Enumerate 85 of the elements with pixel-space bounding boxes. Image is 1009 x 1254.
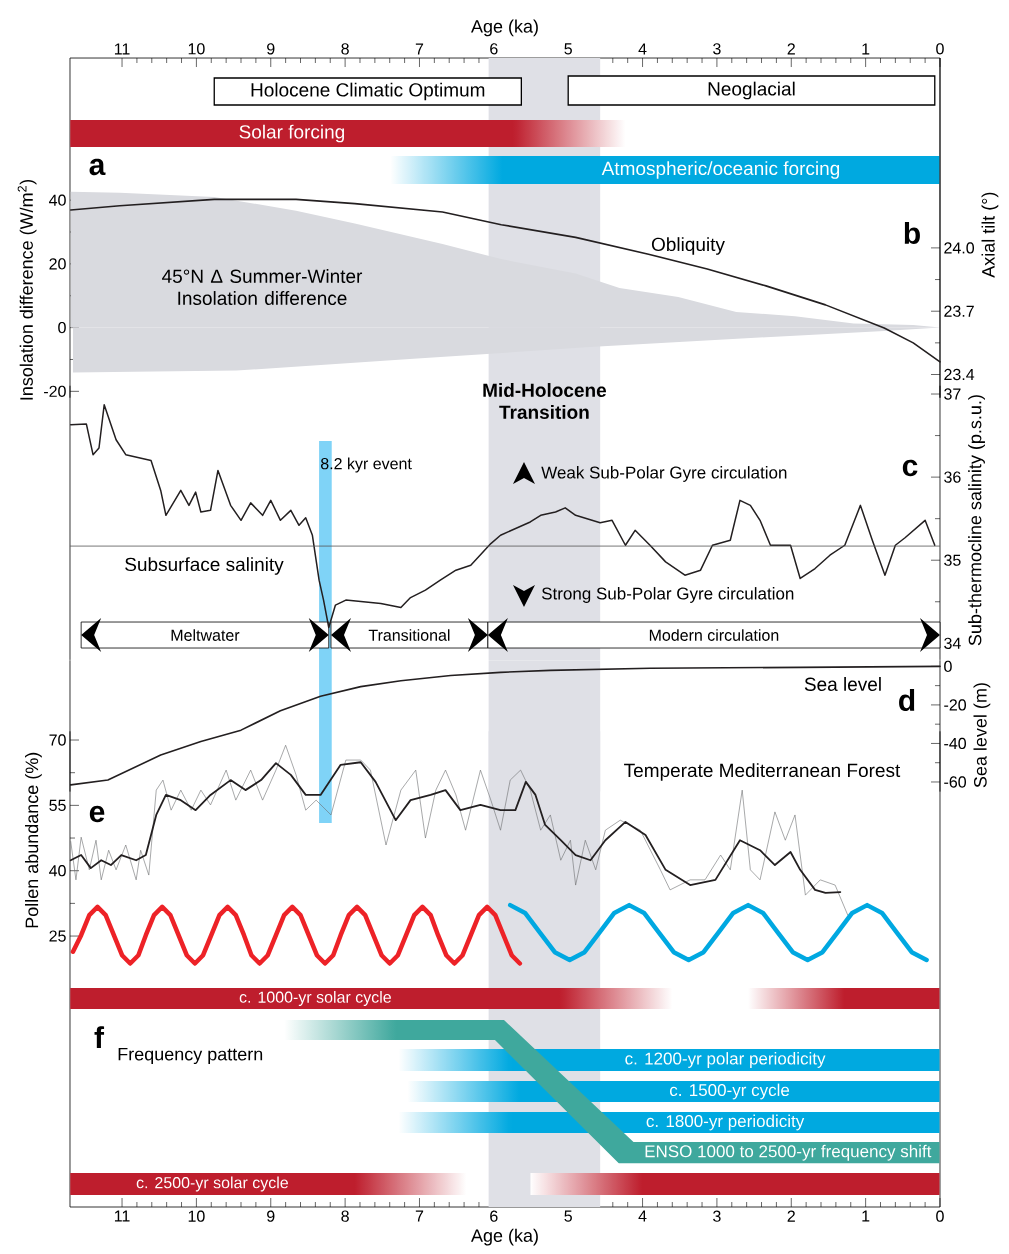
y-tick-label: 25 [49,930,66,942]
line-series [507,902,929,963]
band-label: c. 2500-yr solar cycle [136,1176,288,1192]
annotation: d [899,689,915,712]
x-axis-title: Age (ka) [471,19,538,37]
y-tick-label: -20 [944,699,967,711]
band-label: Modern circulation [649,629,779,641]
series-label: Subsurface salinity [125,557,284,575]
y-tick-label: 37 [944,388,961,400]
y-tick-label: 0 [944,660,952,673]
y-axis-title: Sub-thermocline salinity (p.s.u.) [968,395,985,646]
band-label: Atmospheric/oceanic forcing [601,161,840,179]
band-label: 8.2 kyr event [320,457,412,473]
band-label: c. 1200-yr polar periodicity [625,1052,826,1068]
x-tick-label: 4 [638,43,647,55]
y2-tick-label: 23.7 [944,305,974,317]
x-tick-label: 9 [267,43,275,55]
y-tick-label: 34 [944,637,961,649]
band-label: ENSO 1000 to 2500-yr frequency shift [645,1144,932,1161]
series-label: Sea level [804,677,881,691]
y-tick-label: 40 [49,194,66,206]
annotation: a [89,158,106,176]
annotation: c [902,459,918,477]
y-tick-label: 36 [944,471,961,483]
series-label: 45°N Δ Summer-Winter Insolation difference [162,269,363,305]
y2-tick-label: 23.4 [944,368,975,381]
x-tick-label: 7 [415,43,424,55]
x-tick-label: 11 [114,1210,130,1222]
x-tick-label: 1 [862,43,870,55]
x-tick-label: 6 [490,1210,498,1222]
series-label: Obliquity [651,237,725,255]
band-label: Meltwater [171,629,240,641]
x-tick-label: 1 [862,1210,870,1222]
line-series [70,744,849,916]
x-tick-label: 5 [564,43,572,55]
x-tick-label: 10 [188,43,205,55]
y-tick-label: 70 [49,734,66,746]
line-series [69,404,936,629]
y-axis-title: Insolation difference (W/m$^{2}$) [17,180,37,400]
x-tick-label: 0 [936,1210,944,1222]
y-tick-label: -60 [944,776,967,788]
annotation: e [89,805,105,823]
band-label: Neoglacial [708,81,795,100]
band-label: Holocene Climatic Optimum [251,82,485,101]
y-tick-label: -40 [944,737,967,750]
line-series [69,198,941,363]
y2-tick-label: 24.0 [944,242,975,254]
x-tick-label: 0 [936,43,944,55]
y-tick-label: 55 [49,799,66,811]
x-tick-label: 10 [188,1210,205,1222]
y-tick-label: 35 [944,554,961,566]
y-tick-label: 0 [58,321,66,334]
x-tick-label: 4 [638,1210,647,1222]
x-tick-label: 8 [341,1210,349,1222]
annotation: Strong Sub-Polar Gyre circulation [541,587,794,603]
x-tick-label: 2 [787,43,795,55]
x-axis-title: Age (ka) [471,1228,538,1246]
band-label: Mid-Holocene Transition [483,383,607,419]
annotation: b [904,222,920,245]
x-tick-label: 7 [415,1210,424,1222]
x-tick-label: 8 [341,43,349,55]
y2-axis-title: Axial tilt (°) [981,192,999,278]
x-tick-label: 2 [787,1210,795,1222]
band-label: c. 1800-yr periodicity [646,1114,805,1131]
x-tick-label: 6 [490,43,498,55]
annotation: Weak Sub-Polar Gyre circulation [541,466,787,482]
y-axis-title: Pollen abundance (%) [25,752,42,928]
y-tick-label: -20 [44,385,66,397]
band-label: Transitional [368,629,450,641]
x-tick-label: 9 [267,1210,275,1222]
x-tick-label: 5 [564,1210,572,1222]
y-tick-label: 40 [49,865,66,877]
text: Temperate Mediterranean Forest [624,763,901,781]
band-label: c. 1000-yr solar cycle [239,991,391,1006]
line-series [69,761,842,894]
band-label: Solar forcing [239,124,345,143]
annotation: Frequency pattern [118,1047,263,1065]
annotation: f [94,1026,105,1048]
x-tick-label: 3 [713,43,721,55]
band-label: c. 1500-yr cycle [669,1083,790,1100]
y-tick-label: 20 [49,258,66,270]
y-axis-title: Sea level (m) [973,683,991,788]
x-tick-label: 11 [114,43,130,55]
line-series [69,665,941,786]
x-tick-label: 3 [713,1210,721,1222]
